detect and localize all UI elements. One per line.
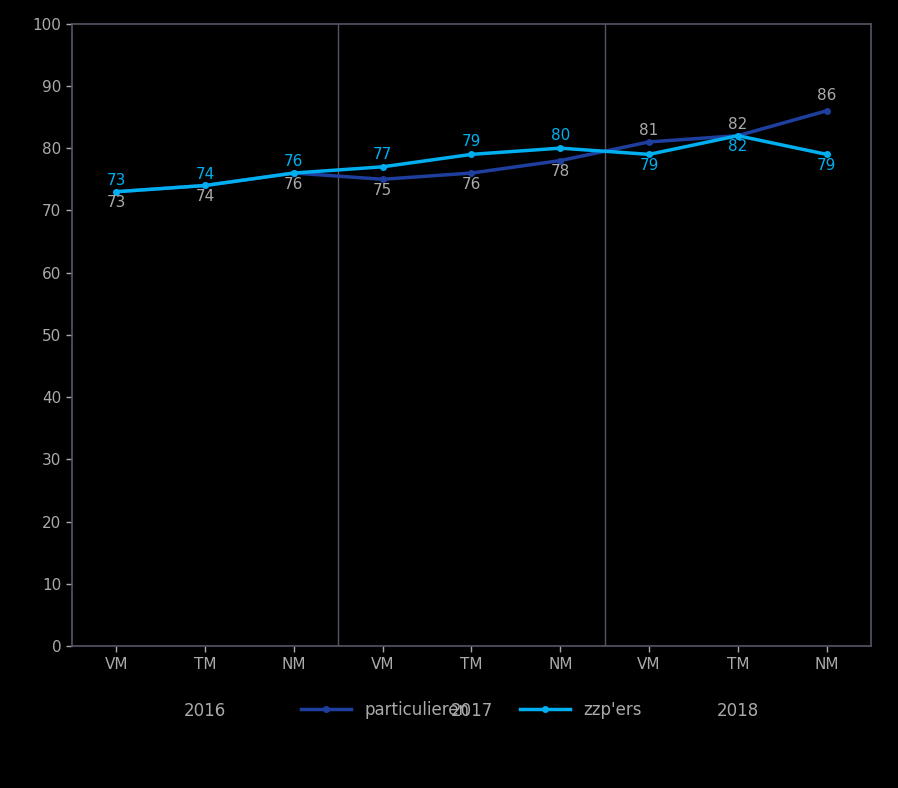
particulieren bbox=[555, 156, 566, 165]
Text: 81: 81 bbox=[639, 123, 658, 138]
Text: 79: 79 bbox=[639, 158, 659, 173]
particulieren bbox=[199, 180, 210, 190]
zzp'ers bbox=[555, 143, 566, 153]
Text: 76: 76 bbox=[462, 177, 481, 191]
particulieren bbox=[644, 137, 655, 147]
zzp'ers bbox=[733, 131, 744, 140]
Text: 2018: 2018 bbox=[717, 702, 759, 720]
Text: 73: 73 bbox=[107, 195, 126, 210]
Text: 73: 73 bbox=[107, 173, 126, 188]
Line: particulieren: particulieren bbox=[113, 108, 830, 195]
Text: 2016: 2016 bbox=[184, 702, 226, 720]
Legend: particulieren, zzp'ers: particulieren, zzp'ers bbox=[302, 701, 641, 719]
Text: 78: 78 bbox=[550, 165, 570, 180]
Text: 82: 82 bbox=[728, 117, 747, 132]
Line: zzp'ers: zzp'ers bbox=[113, 133, 830, 195]
zzp'ers bbox=[110, 187, 121, 196]
zzp'ers bbox=[822, 150, 832, 159]
Text: 75: 75 bbox=[373, 183, 392, 198]
particulieren bbox=[822, 106, 832, 116]
zzp'ers bbox=[288, 169, 299, 178]
zzp'ers bbox=[377, 162, 388, 172]
Text: 79: 79 bbox=[817, 158, 836, 173]
Text: 2017: 2017 bbox=[450, 702, 493, 720]
particulieren bbox=[733, 131, 744, 140]
particulieren bbox=[466, 169, 477, 178]
zzp'ers bbox=[466, 150, 477, 159]
Text: 77: 77 bbox=[373, 147, 392, 162]
Text: 74: 74 bbox=[196, 167, 215, 182]
zzp'ers bbox=[199, 180, 210, 190]
Text: 82: 82 bbox=[728, 139, 747, 154]
zzp'ers bbox=[644, 150, 655, 159]
particulieren bbox=[377, 175, 388, 184]
Text: 80: 80 bbox=[550, 128, 570, 143]
Text: 76: 76 bbox=[284, 177, 304, 191]
Text: 86: 86 bbox=[817, 87, 836, 102]
Text: 79: 79 bbox=[462, 135, 481, 150]
particulieren bbox=[110, 187, 121, 196]
particulieren bbox=[288, 169, 299, 178]
Text: 74: 74 bbox=[196, 189, 215, 204]
Text: 76: 76 bbox=[284, 154, 304, 169]
